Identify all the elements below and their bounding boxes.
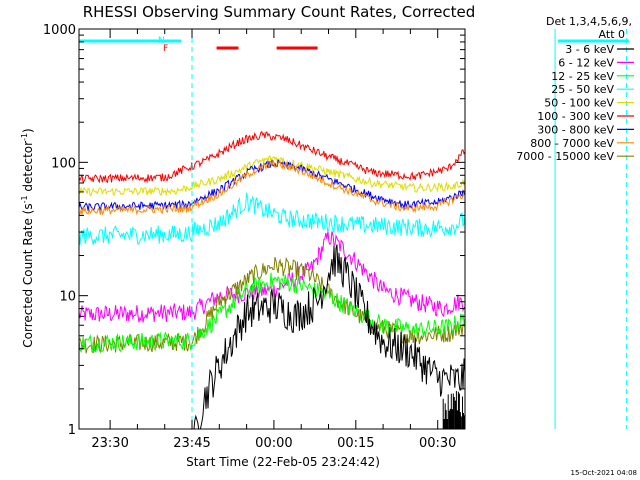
legend-label-6-12-kev: 6 - 12 keV [558, 56, 614, 69]
marker-layer [191, 29, 628, 429]
y-label-sup-1: -1 [20, 195, 29, 203]
series-line-3-6-kev [193, 244, 465, 429]
y-tick-label-1: 1 [68, 423, 76, 438]
chart-title: RHESSI Observing Summary Count Rates, Co… [83, 3, 476, 21]
legend-label-12-25-kev: 12 - 25 keV [551, 70, 614, 83]
y-label-end: ) [21, 128, 35, 133]
svg-text:Corrected Count Rate (s-1 dete: Corrected Count Rate (s-1 detector-1) [20, 128, 35, 347]
legend-label-3-6-kev: 3 - 6 keV [565, 43, 614, 56]
state-bar-0-segment-0 [79, 39, 182, 43]
state-bar-label-n: N [158, 36, 165, 46]
x-tick-label-0030: 00:30 [419, 436, 456, 451]
state-bar-0-segment-1 [557, 39, 629, 43]
x-tick-label-0000: 00:00 [255, 436, 292, 451]
generation-timestamp: 15-Oct-2021 04:08 [571, 469, 637, 477]
y-tick-label-100: 100 [51, 156, 76, 171]
legend-label-300-800-kev: 300 - 800 keV [537, 123, 614, 136]
series-line-300-800-kev [79, 158, 465, 212]
x-axis-label: Start Time (22-Feb-05 23:24:42) [186, 455, 380, 469]
y-label-mid: detector [21, 141, 35, 196]
x-tick-label-0015: 00:15 [337, 436, 374, 451]
series-line-6-12-kev [79, 230, 465, 323]
series-line-25-50-kev [79, 192, 465, 245]
series-line-12-25-kev [79, 272, 465, 353]
y-tick-label-10: 10 [59, 290, 76, 305]
state-bar-layer: NF [79, 36, 629, 54]
axis-layer: 1 10 100 1000 23:30 23:45 00:00 00:15 00:30 [43, 23, 466, 451]
series-line-100-300-kev [79, 130, 465, 184]
state-bar-label-f: F [163, 44, 168, 54]
state-bar-1-segment-1 [276, 46, 318, 50]
series-dropout-0 [442, 391, 465, 429]
y-axis-label: Corrected Count Rate (s-1 detector-1) [20, 128, 35, 347]
legend-label-800-7000-kev: 800 - 7000 keV [530, 137, 614, 150]
series-line-800-7000-kev [79, 160, 465, 216]
y-label-main: Corrected Count Rate (s [21, 203, 35, 347]
y-tick-label-1000: 1000 [43, 23, 76, 38]
series-line-50-100-kev [79, 155, 465, 197]
state-bar-1-segment-0 [216, 46, 239, 50]
plot-frame [78, 28, 466, 430]
series-layer [79, 130, 465, 429]
legend-header-line-2: Att 0 [599, 28, 625, 41]
x-tick-label-2345: 23:45 [173, 436, 210, 451]
legend-label-7000-15000-kev: 7000 - 15000 keV [516, 150, 614, 163]
y-label-sup-2: -1 [20, 133, 29, 141]
legend-label-50-100-kev: 50 - 100 keV [544, 97, 614, 110]
x-tick-label-2330: 23:30 [91, 436, 128, 451]
legend-label-25-50-kev: 25 - 50 keV [551, 83, 614, 96]
legend-header-line-1: Det 1,3,4,5,6,9, [546, 15, 632, 28]
legend-label-100-300-kev: 100 - 300 keV [537, 110, 614, 123]
